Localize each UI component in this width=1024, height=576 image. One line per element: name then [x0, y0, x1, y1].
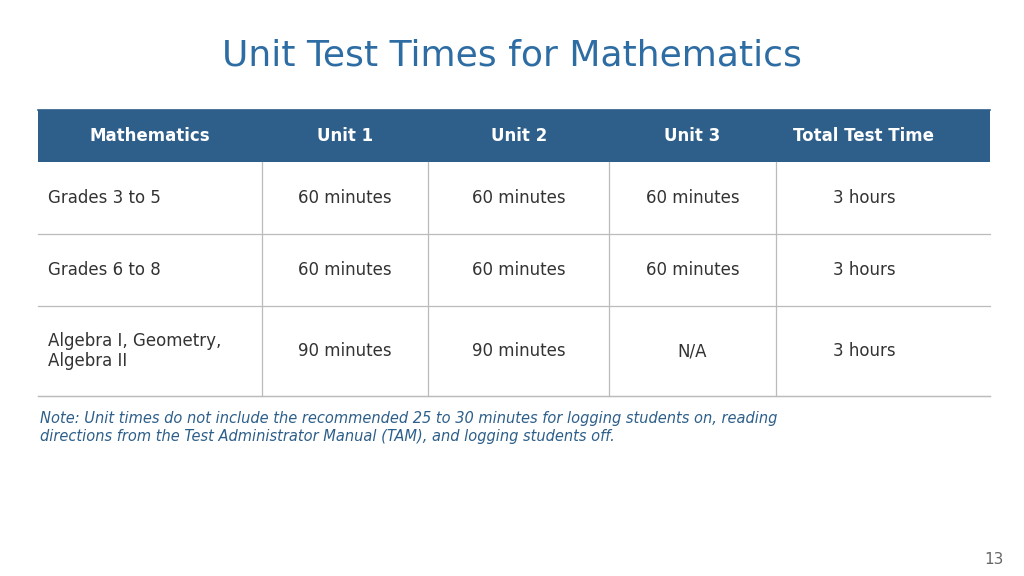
- Text: 3 hours: 3 hours: [833, 261, 895, 279]
- Text: 60 minutes: 60 minutes: [298, 189, 392, 207]
- Bar: [38, 234, 990, 306]
- Text: 3 hours: 3 hours: [833, 189, 895, 207]
- Text: Grades 6 to 8: Grades 6 to 8: [48, 261, 161, 279]
- Bar: [38, 306, 990, 396]
- Text: Unit 2: Unit 2: [490, 127, 547, 145]
- Bar: [38, 110, 990, 162]
- Text: 90 minutes: 90 minutes: [472, 342, 565, 360]
- Text: 60 minutes: 60 minutes: [298, 261, 392, 279]
- Text: 60 minutes: 60 minutes: [646, 261, 739, 279]
- Text: 90 minutes: 90 minutes: [298, 342, 392, 360]
- Text: Mathematics: Mathematics: [89, 127, 210, 145]
- Text: 60 minutes: 60 minutes: [472, 261, 565, 279]
- Text: Total Test Time: Total Test Time: [794, 127, 934, 145]
- Text: Grades 3 to 5: Grades 3 to 5: [48, 189, 161, 207]
- Text: Unit 1: Unit 1: [317, 127, 373, 145]
- Text: 13: 13: [985, 552, 1004, 567]
- Text: Unit Test Times for Mathematics: Unit Test Times for Mathematics: [222, 38, 802, 72]
- Text: N/A: N/A: [678, 342, 708, 360]
- Text: 60 minutes: 60 minutes: [472, 189, 565, 207]
- Text: Algebra I, Geometry,
Algebra II: Algebra I, Geometry, Algebra II: [48, 332, 221, 370]
- Text: Unit 3: Unit 3: [665, 127, 721, 145]
- Bar: [38, 162, 990, 234]
- Text: 60 minutes: 60 minutes: [646, 189, 739, 207]
- Text: Note: Unit times do not include the recommended 25 to 30 minutes for logging stu: Note: Unit times do not include the reco…: [40, 411, 777, 426]
- Text: 3 hours: 3 hours: [833, 342, 895, 360]
- Text: directions from the Test Administrator Manual (TAM), and logging students off.: directions from the Test Administrator M…: [40, 429, 614, 444]
